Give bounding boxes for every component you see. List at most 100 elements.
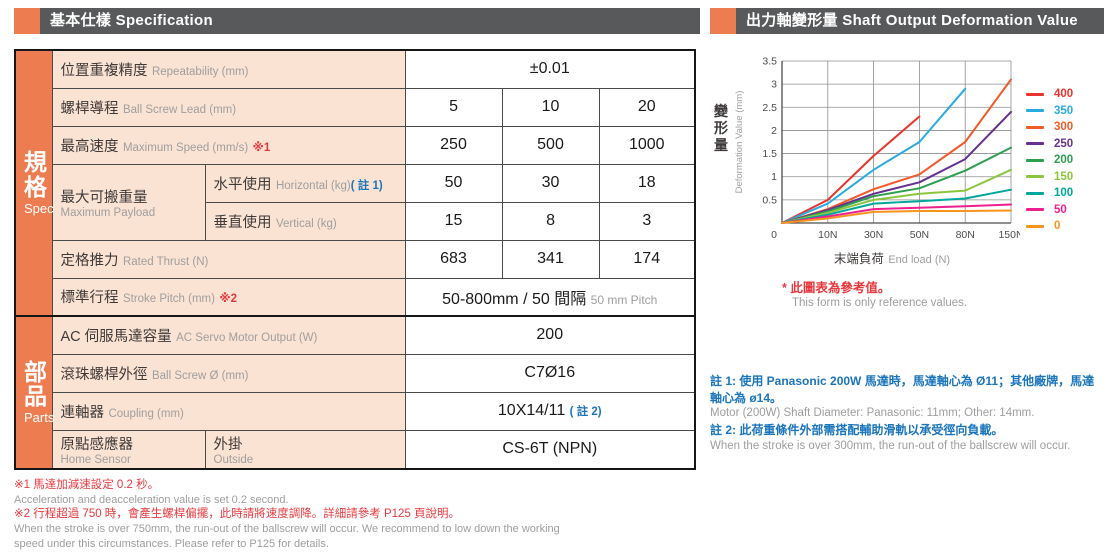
label-ball-screw-dia: 滾珠螺桿外徑 Ball Screw Ø (mm) — [51, 353, 406, 393]
svg-text:形: 形 — [714, 120, 728, 136]
legend-swatch — [1026, 92, 1044, 96]
label-max-payload: 最大可搬重量 Maximum Payload — [51, 163, 206, 241]
deformation-title: 出力軸變形量 Shaft Output Deformation Value — [736, 8, 1104, 34]
svg-text:150N: 150N — [998, 229, 1020, 241]
svg-text:30N: 30N — [864, 229, 883, 241]
value-lead-20: 20 — [598, 87, 696, 127]
svg-text:Deformation Value (mm): Deformation Value (mm) — [734, 91, 745, 194]
deformation-header: 出力軸變形量 Shaft Output Deformation Value — [710, 8, 1104, 34]
footnote-2-zh: ※2 行程超過 750 時，會產生螺桿偏擺，此時請將速度調降。詳細請參考 P12… — [14, 508, 461, 521]
chart-x-axis-title: 末端負荷 End load (N) — [833, 252, 951, 266]
label-horizontal: 水平使用 Horizontal (kg)( 註 1) — [204, 163, 406, 203]
label-home-sensor: 原點感應器 Home Sensor — [51, 429, 206, 469]
svg-text:1: 1 — [771, 171, 777, 183]
label-coupling: 連軸器 Coupling (mm) — [51, 391, 406, 431]
svg-text:0.5: 0.5 — [762, 194, 777, 206]
value-vertical-2: 8 — [501, 201, 600, 241]
value-ac-servo: 200 — [404, 315, 696, 355]
legend-label: 50 — [1054, 203, 1067, 216]
legend-label: 0 — [1054, 220, 1061, 233]
remarks: 註 1: 使用 Panasonic 200W 馬達時，馬達軸心為 Ø11；其他廠… — [710, 373, 1104, 454]
value-coupling: 10X14/11 ( 註 2) — [404, 391, 696, 431]
note-ref-1: ( 註 1) — [350, 179, 383, 192]
value-thrust-2: 341 — [501, 239, 600, 279]
legend-swatch — [1026, 158, 1044, 162]
row-ball-screw-lead: 螺桿導程 Ball Screw Lead (mm) 5 10 20 — [15, 87, 696, 127]
label-vertical: 垂直使用 Vertical (kg) — [204, 201, 406, 241]
value-horizontal-3: 18 — [598, 163, 696, 203]
specification-section: 基本仕樣 Specification 規格 Spec 位置重複精度 Repeat… — [14, 8, 700, 551]
legend-item: 150 — [1026, 169, 1073, 186]
footnote-ref-1: ※1 — [252, 141, 271, 154]
svg-text:變: 變 — [714, 103, 729, 119]
row-rated-thrust: 定格推力 Rated Thrust (N) 683 341 174 — [15, 239, 696, 279]
legend-label: 100 — [1054, 187, 1074, 200]
legend-label: 300 — [1054, 121, 1074, 134]
svg-text:0: 0 — [771, 229, 777, 241]
remark-2-zh: 註 2: 此荷重條件外部需搭配輔助滑軌以承受徑向負載。 — [710, 423, 1004, 438]
legend-swatch — [1026, 142, 1044, 146]
legend-item: 100 — [1026, 185, 1073, 202]
value-thrust-1: 683 — [404, 239, 503, 279]
value-speed-250: 250 — [404, 125, 503, 165]
value-home-sensor: CS-6T (NPN) — [404, 429, 696, 469]
label-ball-screw-lead: 螺桿導程 Ball Screw Lead (mm) — [51, 87, 406, 127]
remark-1-en: Motor (200W) Shaft Diameter: Panasonic: … — [710, 407, 1035, 420]
row-home-sensor: 原點感應器 Home Sensor 外掛 Outside CS-6T (NPN) — [15, 429, 696, 469]
label-ac-servo: AC 伺服馬達容量 AC Servo Motor Output (W) — [51, 315, 406, 355]
value-vertical-3: 3 — [598, 201, 696, 241]
chart-area: 0.5 1 1.5 2 2.5 3 3.5 0 10N 30N 50N 80N 150N 變形量 Defor… — [710, 54, 1104, 246]
chart-reference-note: * 此圖表為參考值。 This form is only reference v… — [782, 280, 1104, 311]
chart-note-en: This form is only reference values. — [792, 297, 968, 310]
row-repeatability: 規格 Spec 位置重複精度 Repeatability (mm) ±0.01 — [14, 49, 696, 317]
row-max-speed: 最高速度 Maximum Speed (mm/s) ※1 250 500 100… — [15, 125, 696, 165]
value-speed-1000: 1000 — [598, 125, 696, 165]
orange-accent-square — [710, 8, 736, 34]
row-ball-screw-dia: 滾珠螺桿外徑 Ball Screw Ø (mm) C7Ø16 — [15, 353, 696, 393]
value-horizontal-2: 30 — [501, 163, 600, 203]
value-vertical-1: 15 — [404, 201, 503, 241]
legend-label: 350 — [1054, 104, 1074, 117]
row-payload-horizontal: 最大可搬重量 Maximum Payload 水平使用 Horizontal (… — [15, 163, 696, 241]
row-ac-servo: 部品 Parts AC 伺服馬達容量 AC Servo Motor Output… — [14, 315, 696, 469]
legend-label: 400 — [1054, 88, 1074, 101]
legend-swatch — [1026, 208, 1044, 212]
label-stroke-pitch: 標準行程 Stroke Pitch (mm) ※2 — [51, 277, 406, 317]
value-ball-screw-dia: C7Ø16 — [404, 353, 696, 393]
legend-item: 400 — [1026, 86, 1073, 103]
legend-swatch — [1026, 109, 1044, 113]
note-ref-2: ( 註 2) — [569, 406, 602, 418]
row-coupling: 連軸器 Coupling (mm) 10X14/11 ( 註 2) — [15, 391, 696, 431]
legend-label: 250 — [1054, 137, 1074, 150]
specification-header: 基本仕樣 Specification — [14, 8, 700, 34]
legend-item: 50 — [1026, 202, 1073, 219]
svg-text:3: 3 — [771, 79, 777, 91]
group-spec: 規格 Spec — [14, 49, 54, 317]
remark-1-zh: 註 1: 使用 Panasonic 200W 馬達時，馬達軸心為 Ø11；其他廠… — [710, 374, 1095, 405]
legend-swatch — [1026, 191, 1044, 195]
legend-label: 200 — [1054, 154, 1074, 167]
legend-swatch — [1026, 175, 1044, 179]
svg-text:量: 量 — [714, 137, 728, 153]
legend-swatch — [1026, 125, 1044, 129]
chart-note-zh: * 此圖表為參考值。 — [782, 281, 891, 295]
remark-2-en: When the stroke is over 300mm, the run-o… — [710, 439, 1071, 452]
value-stroke-pitch: 50-800mm / 50 間隔 50 mm Pitch — [404, 277, 696, 317]
group-spec-zh: 規格 — [24, 149, 47, 200]
svg-text:3.5: 3.5 — [762, 56, 777, 68]
deformation-chart: 0.5 1 1.5 2 2.5 3 3.5 0 10N 30N 50N 80N 150N 變形量 Defor… — [714, 56, 1020, 242]
label-max-speed: 最高速度 Maximum Speed (mm/s) ※1 — [51, 125, 406, 165]
footnote-2-en: When the stroke is over 750mm, the run-o… — [14, 523, 560, 550]
legend-label: 150 — [1054, 170, 1074, 183]
svg-text:2.5: 2.5 — [762, 102, 777, 114]
svg-text:10N: 10N — [818, 229, 837, 241]
legend-item: 200 — [1026, 152, 1073, 169]
legend-item: 300 — [1026, 119, 1073, 136]
orange-accent-square — [14, 8, 40, 34]
footnote-1-en: Acceleration and deacceleration value is… — [14, 493, 289, 506]
group-spec-en: Spec — [24, 200, 54, 216]
value-speed-500: 500 — [501, 125, 600, 165]
svg-text:80N: 80N — [956, 229, 975, 241]
value-horizontal-1: 50 — [404, 163, 503, 203]
legend-item: 0 — [1026, 218, 1073, 235]
